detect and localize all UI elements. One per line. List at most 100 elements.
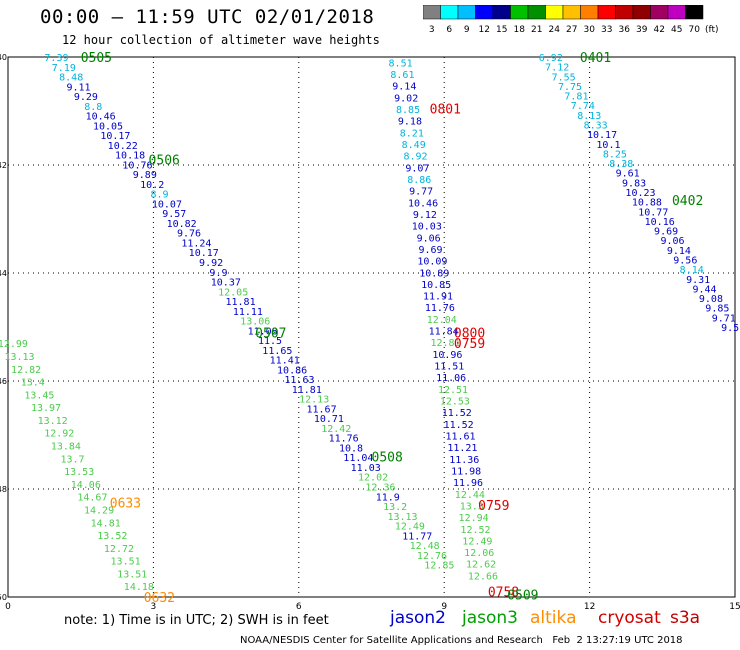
satellite-name: s3a	[670, 608, 701, 628]
y-tick-label: -42	[0, 161, 7, 170]
swh-value: 8.51	[389, 58, 413, 69]
swh-value: 10.86	[277, 365, 307, 376]
swh-value: 14.06	[71, 480, 101, 491]
pass-time-label: 0506	[149, 154, 180, 169]
swh-value: 13.45	[24, 390, 54, 401]
swh-value: 12.02	[358, 473, 388, 484]
swh-value: 11.76	[329, 434, 359, 445]
pass-time-label: 0759	[454, 337, 485, 352]
swh-value: 12.92	[44, 429, 74, 440]
swh-value: 10.46	[86, 112, 116, 123]
swh-value: 9.69	[654, 227, 678, 238]
legend-label: 12	[479, 25, 490, 35]
swh-value: 12.36	[365, 483, 395, 494]
swh-value: 9.71	[712, 313, 736, 324]
swh-value: 13.7	[60, 454, 84, 465]
swh-value: 12.62	[466, 560, 496, 571]
x-tick-label: 6	[296, 602, 302, 612]
swh-value: 13.2	[383, 502, 407, 513]
swh-value: 11.52	[442, 408, 472, 419]
swh-value: 11.21	[447, 443, 477, 454]
swh-value: 11.24	[181, 238, 211, 249]
swh-value: 8.14	[680, 265, 704, 276]
swh-value: 12.49	[462, 536, 492, 547]
swh-value: 9.06	[660, 236, 684, 247]
swh-value: 8.13	[577, 111, 601, 122]
swh-value: 10.1	[596, 140, 620, 151]
swh-value: 8.48	[59, 73, 83, 84]
swh-value: 11.84	[429, 327, 459, 338]
swh-value: 9.06	[417, 233, 441, 244]
pass-time-label: 0402	[672, 194, 703, 209]
swh-value: 11.96	[453, 478, 483, 489]
swh-value: 12.53	[440, 397, 470, 408]
swh-value: 13.51	[111, 557, 141, 568]
swh-value: 9.56	[673, 256, 697, 267]
swh-value: 13.4	[21, 378, 45, 389]
swh-value: 12.49	[395, 522, 425, 533]
swh-value: 8.25	[603, 149, 627, 160]
swh-value: 10.22	[108, 141, 138, 152]
legend-label: 45	[671, 25, 682, 35]
swh-value: 7.55	[552, 72, 576, 83]
pass-time-label: 0758	[488, 586, 519, 601]
swh-value: 8.33	[584, 121, 608, 132]
x-tick-label: 12	[584, 602, 595, 612]
swh-value: 11.04	[343, 453, 373, 464]
swh-value: 10.85	[421, 280, 451, 291]
swh-value: 10.76	[122, 160, 152, 171]
swh-value: 10.07	[152, 199, 182, 210]
color-legend: 3 6 9 12 15 18 21 24 27 30 33 36 39 42 45 70 (ft)	[423, 5, 719, 35]
swh-value: 13.06	[240, 317, 270, 328]
swh-value: 10.17	[100, 131, 130, 142]
legend-label: 42	[654, 25, 665, 35]
legend-label: 30	[584, 25, 596, 35]
swh-value: 8.38	[609, 159, 633, 170]
swh-value: 8.21	[400, 128, 424, 139]
swh-value: 11.36	[449, 455, 479, 466]
legend-label: 39	[636, 25, 648, 35]
swh-value: 9.11	[67, 82, 91, 93]
swh-value: 9.07	[405, 163, 429, 174]
swh-value: 9.02	[394, 93, 418, 104]
chart-subtitle: 12 hour collection of altimeter wave hei…	[62, 33, 380, 47]
swh-value: 8.49	[402, 140, 426, 151]
swh-value: 8.86	[407, 175, 431, 186]
legend-label: 6	[446, 25, 452, 35]
swh-value: 9.9	[209, 268, 227, 279]
swh-value: 10.09	[417, 257, 447, 268]
swh-value: 10.88	[632, 198, 662, 209]
swh-value: 9.14	[392, 82, 416, 93]
swh-value: 11.11	[233, 307, 263, 318]
swh-value: 7.39	[44, 53, 68, 64]
swh-value: 9.08	[699, 294, 723, 305]
x-tick-label: 0	[5, 602, 11, 612]
pass-time-label: 0508	[372, 451, 403, 466]
swh-value: 12.81	[430, 338, 460, 349]
swh-value: 10.71	[314, 414, 344, 425]
swh-value: 13.84	[51, 442, 81, 453]
swh-value: 12.42	[321, 424, 351, 435]
swh-value: 10.17	[587, 130, 617, 141]
swh-value: 12.66	[468, 571, 498, 582]
x-tick-label: 15	[729, 602, 740, 612]
swh-value: 11.81	[225, 297, 255, 308]
swh-value: 10.96	[432, 350, 462, 361]
pass-time-label: 0401	[580, 51, 611, 66]
swh-value: 10.46	[408, 198, 438, 209]
legend-label: 18	[514, 25, 526, 35]
swh-value: 11.9	[376, 492, 400, 503]
y-tick-label: -46	[0, 377, 7, 386]
legend-label: 3	[429, 25, 435, 35]
swh-value: 12.04	[427, 315, 457, 326]
swh-value: 11.61	[445, 431, 475, 442]
swh-value: 10.17	[189, 248, 219, 259]
swh-value: 7.75	[558, 82, 582, 93]
swh-value: 13.3	[460, 501, 484, 512]
swh-value: 11.51	[434, 362, 464, 373]
legend-label: 24	[549, 25, 561, 35]
swh-value: 11.81	[292, 385, 322, 396]
swh-value: 10.37	[211, 278, 241, 289]
swh-value: 11.41	[270, 356, 300, 367]
